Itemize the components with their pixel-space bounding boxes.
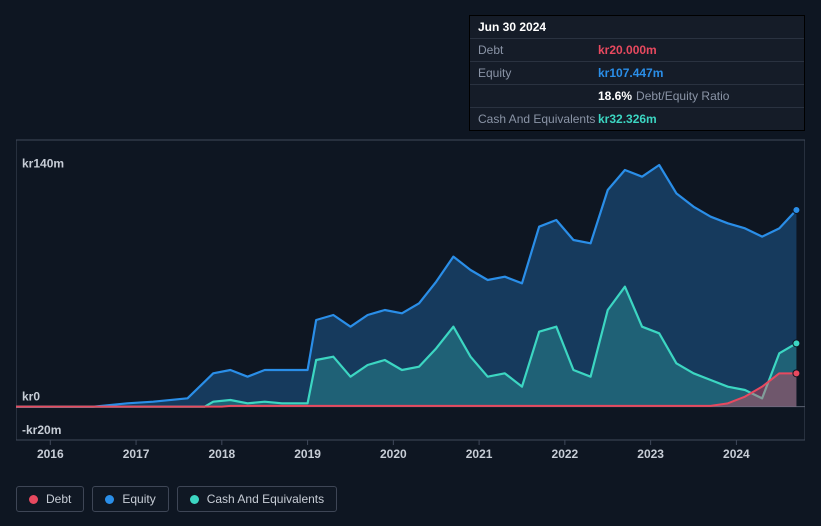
x-axis-label: 2017 xyxy=(123,447,150,461)
y-axis-label: kr0 xyxy=(22,390,40,404)
infobox-label xyxy=(478,89,598,103)
series-end-marker xyxy=(793,370,800,377)
infobox-date: Jun 30 2024 xyxy=(478,20,546,34)
infobox-label: Debt xyxy=(478,43,598,57)
y-axis-label: kr140m xyxy=(22,156,64,170)
infobox-value: 18.6% xyxy=(598,89,632,103)
chart-container: Jun 30 2024 Debtkr20.000mEquitykr107.447… xyxy=(0,0,821,526)
legend-label: Cash And Equivalents xyxy=(207,492,324,506)
x-axis-label: 2021 xyxy=(466,447,493,461)
x-axis-label: 2018 xyxy=(208,447,235,461)
legend-item[interactable]: Cash And Equivalents xyxy=(177,486,337,512)
x-axis-label: 2016 xyxy=(37,447,64,461)
legend-dot-icon xyxy=(190,495,199,504)
series-end-marker xyxy=(793,340,800,347)
infobox-value: kr107.447m xyxy=(598,66,663,80)
x-axis-label: 2024 xyxy=(723,447,750,461)
y-axis-label: -kr20m xyxy=(22,423,61,437)
x-axis-label: 2019 xyxy=(294,447,321,461)
infobox-extra: Debt/Equity Ratio xyxy=(636,89,729,103)
legend-item[interactable]: Debt xyxy=(16,486,84,512)
infobox-value: kr20.000m xyxy=(598,43,657,57)
infobox-row: 18.6% Debt/Equity Ratio xyxy=(470,85,804,108)
legend-item[interactable]: Equity xyxy=(92,486,168,512)
infobox-value: kr32.326m xyxy=(598,112,657,126)
x-axis-label: 2020 xyxy=(380,447,407,461)
infobox-row: Cash And Equivalentskr32.326m xyxy=(470,108,804,130)
infobox-label: Equity xyxy=(478,66,598,80)
legend-label: Equity xyxy=(122,492,155,506)
series-end-marker xyxy=(793,207,800,214)
legend: Debt Equity Cash And Equivalents xyxy=(16,486,337,512)
financials-chart[interactable]: kr140m kr0 -kr20m 2016 2017 2018 2019 2020 2021 2… xyxy=(16,120,805,465)
tooltip-infobox: Jun 30 2024 Debtkr20.000mEquitykr107.447… xyxy=(469,15,805,131)
x-axis-label: 2022 xyxy=(552,447,579,461)
infobox-row: Equitykr107.447m xyxy=(470,62,804,85)
infobox-date-row: Jun 30 2024 xyxy=(470,16,804,39)
infobox-row: Debtkr20.000m xyxy=(470,39,804,62)
x-axis-label: 2023 xyxy=(637,447,664,461)
legend-dot-icon xyxy=(29,495,38,504)
legend-label: Debt xyxy=(46,492,71,506)
infobox-label: Cash And Equivalents xyxy=(478,112,598,126)
legend-dot-icon xyxy=(105,495,114,504)
